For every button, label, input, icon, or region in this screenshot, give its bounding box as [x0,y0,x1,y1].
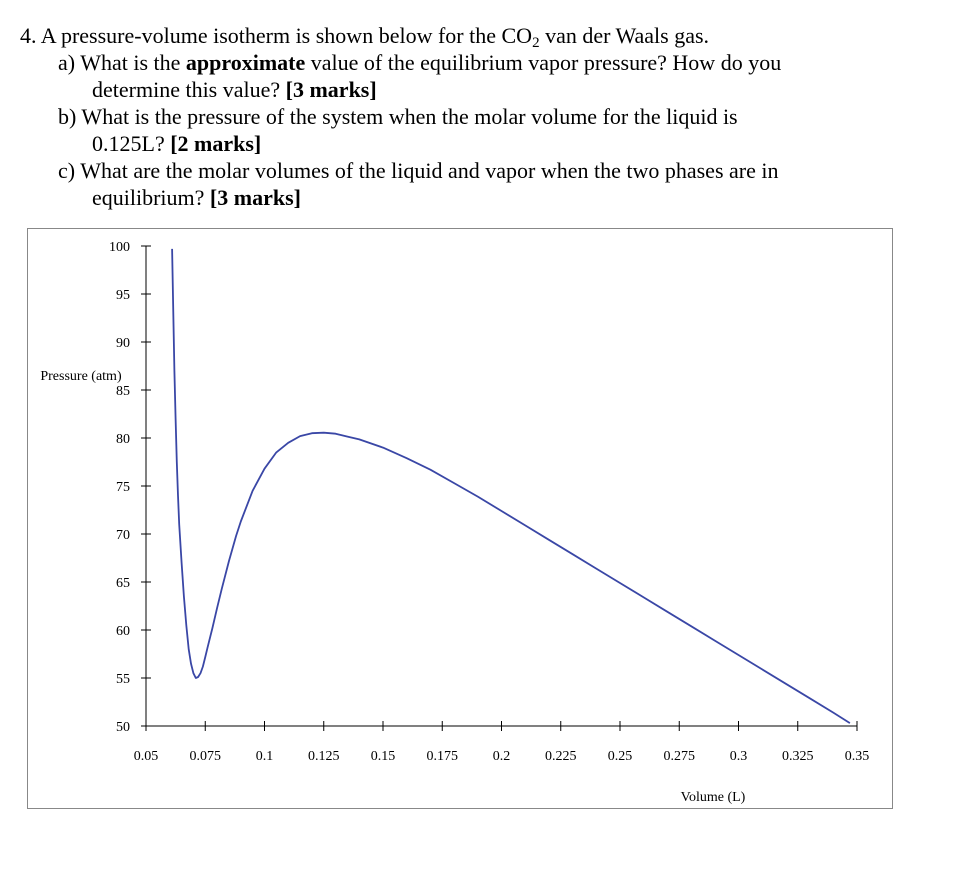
y-tick-label: 55 [116,672,130,687]
x-tick-label: 0.275 [664,749,696,764]
x-tick-label: 0.225 [545,749,577,764]
part-b-marks: [2 marks] [170,131,261,156]
part-c-text2: equilibrium? [92,185,210,210]
y-tick-label: 80 [116,432,130,447]
x-tick-label: 0.15 [371,749,396,764]
y-tick-label: 70 [116,528,130,543]
y-tick-label: 90 [116,336,130,351]
part-c-line1: c) What are the molar volumes of the liq… [20,157,940,184]
part-c-marks: [3 marks] [210,185,301,210]
part-a-text: a) What is the [58,50,186,75]
part-b-text: b) What is the pressure of the system wh… [58,104,738,129]
chart-frame [28,229,893,809]
y-tick-label: 60 [116,624,130,639]
x-tick-label: 0.325 [782,749,814,764]
x-tick-label: 0.1 [256,749,274,764]
y-tick-label: 100 [109,240,130,255]
x-tick-label: 0.35 [845,749,870,764]
part-a-line2: determine this value? [3 marks] [20,76,940,103]
x-tick-label: 0.25 [608,749,633,764]
y-tick-label: 95 [116,288,130,303]
part-a-bold: approximate [186,50,305,75]
heading-text: 4. A pressure-volume isotherm is shown b… [20,23,532,48]
y-tick-label: 85 [116,384,130,399]
x-axis-label: Volume (L) [681,790,746,805]
y-tick-label: 50 [116,720,130,735]
x-tick-label: 0.125 [308,749,340,764]
part-a-text-end: value of the equilibrium vapor pressure?… [305,50,781,75]
isotherm-chart: 100 95 90 85 80 75 70 65 60 55 50 0.05 0.075 0.1 0.125… [27,228,894,810]
part-b-line1: b) What is the pressure of the system wh… [20,103,940,130]
y-tick-label: 65 [116,576,130,591]
part-a-text2: determine this value? [92,77,286,102]
part-a-marks: [3 marks] [286,77,377,102]
y-tick-label: 75 [116,480,130,495]
question-heading: 4. A pressure-volume isotherm is shown b… [20,22,940,49]
x-tick-label: 0.175 [427,749,459,764]
x-tick-label: 0.2 [493,749,511,764]
part-b-line2: 0.125L? [2 marks] [20,130,940,157]
heading-text-end: van der Waals gas. [540,23,710,48]
y-axis-label: Pressure (atm) [40,369,122,384]
part-c-line2: equilibrium? [3 marks] [20,184,940,211]
x-tick-label: 0.05 [134,749,159,764]
part-a-line1: a) What is the approximate value of the … [20,49,940,76]
x-tick-label: 0.3 [730,749,748,764]
part-c-text: c) What are the molar volumes of the liq… [58,158,778,183]
part-b-text2: 0.125L? [92,131,170,156]
question-text: 4. A pressure-volume isotherm is shown b… [20,22,940,211]
x-tick-label: 0.075 [190,749,222,764]
